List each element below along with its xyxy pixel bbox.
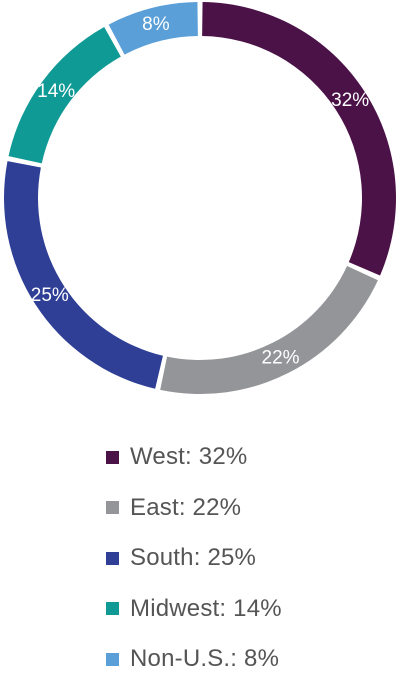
legend-label-west: West: 32% <box>130 443 248 471</box>
slice-label-midwest: 14% <box>37 81 75 102</box>
slice-label-south: 25% <box>31 285 69 306</box>
chart-legend: West: 32% East: 22% South: 25% Midwest: … <box>106 432 396 685</box>
slice-west <box>202 2 396 276</box>
legend-label-midwest: Midwest: 14% <box>130 594 282 622</box>
donut-chart: 32% 22% 25% 14% 8% <box>3 2 396 394</box>
slice-non-us <box>108 2 198 55</box>
legend-swatch-east <box>106 501 119 515</box>
legend-swatch-south <box>106 551 119 565</box>
legend-swatch-midwest <box>106 602 119 616</box>
legend-item-south: South: 25% <box>106 533 396 584</box>
legend-swatch-non-us <box>106 652 119 666</box>
slice-east <box>160 265 378 394</box>
legend-label-south: South: 25% <box>130 544 257 572</box>
slice-south <box>3 161 163 389</box>
legend-item-non-us: Non-U.S.: 8% <box>106 634 396 685</box>
legend-item-midwest: Midwest: 14% <box>106 584 396 635</box>
legend-label-east: East: 22% <box>130 493 242 521</box>
legend-label-non-us: Non-U.S.: 8% <box>130 645 280 673</box>
legend-swatch-west <box>106 450 119 464</box>
slice-midwest <box>8 27 121 164</box>
slice-label-east: 22% <box>262 347 300 368</box>
legend-item-east: East: 22% <box>106 483 396 534</box>
slice-label-west: 32% <box>331 90 369 111</box>
legend-item-west: West: 32% <box>106 432 396 483</box>
slice-label-non-us: 8% <box>142 14 170 35</box>
